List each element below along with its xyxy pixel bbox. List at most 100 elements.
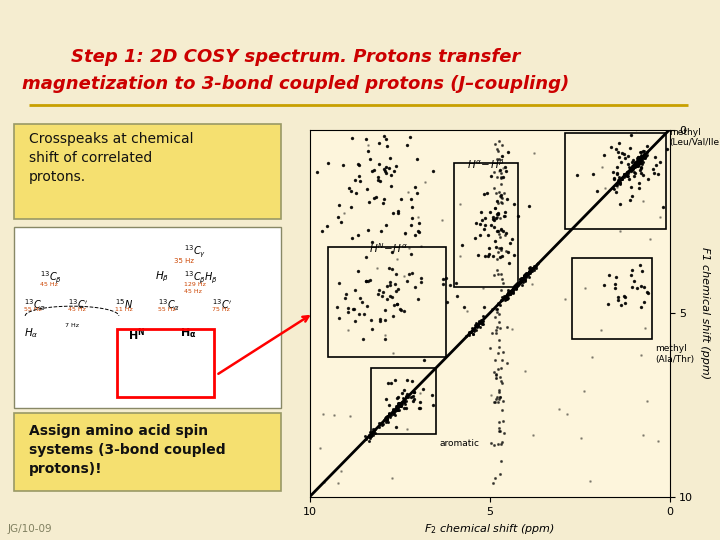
Point	[613, 176, 624, 185]
Point	[499, 163, 510, 171]
Point	[528, 262, 540, 271]
Bar	[117, 329, 214, 397]
Point	[487, 252, 499, 260]
Point	[493, 230, 505, 238]
Point	[620, 171, 631, 179]
Point	[636, 152, 647, 160]
Point	[360, 276, 372, 285]
Point	[483, 244, 495, 252]
Point	[487, 215, 498, 224]
Point	[469, 234, 481, 243]
Point	[499, 208, 510, 217]
Point	[478, 225, 490, 233]
Point	[380, 163, 392, 172]
Point	[383, 164, 395, 173]
Point	[618, 293, 630, 301]
Point	[511, 281, 523, 289]
Point	[616, 175, 628, 184]
Point	[359, 310, 370, 319]
Point	[418, 356, 430, 364]
Point	[392, 206, 404, 215]
Point	[499, 211, 510, 220]
Point	[506, 325, 518, 333]
Point	[492, 226, 503, 235]
Point	[495, 376, 507, 385]
Point	[510, 281, 522, 290]
Point	[490, 214, 502, 222]
Point	[437, 280, 449, 288]
Point	[553, 404, 564, 413]
Point	[499, 292, 510, 301]
Text: $H^\alpha\!-\!H^\beta$: $H^\alpha\!-\!H^\beta$	[467, 157, 505, 171]
Text: 55 Hz: 55 Hz	[24, 307, 42, 312]
Point	[611, 181, 623, 190]
Point	[379, 195, 390, 204]
Point	[625, 131, 636, 139]
Point	[626, 165, 637, 173]
Point	[387, 404, 398, 413]
Point	[598, 281, 610, 289]
Point	[398, 394, 410, 403]
Point	[603, 271, 615, 279]
Point	[495, 224, 507, 233]
Point	[488, 368, 500, 377]
Point	[637, 171, 649, 179]
Point	[611, 273, 622, 282]
Point	[464, 328, 475, 337]
Point	[611, 170, 623, 179]
Point	[352, 160, 364, 168]
Point	[637, 158, 649, 166]
Text: aromatic: aromatic	[439, 439, 480, 448]
Point	[390, 270, 402, 279]
Point	[356, 298, 368, 307]
Point	[497, 164, 508, 173]
Point	[488, 271, 500, 279]
Point	[523, 267, 534, 276]
Point	[415, 388, 426, 397]
Point	[491, 307, 503, 316]
Point	[636, 168, 647, 177]
Point	[648, 168, 660, 177]
Point	[519, 367, 531, 375]
Point	[518, 274, 529, 283]
Point	[500, 247, 512, 255]
Y-axis label: F1 chemical shift (ppm): F1 chemical shift (ppm)	[700, 247, 710, 379]
Point	[510, 284, 522, 292]
Point	[485, 171, 497, 180]
Point	[373, 286, 384, 294]
Point	[369, 426, 380, 435]
Point	[603, 300, 614, 308]
Point	[378, 165, 390, 173]
Point	[490, 398, 501, 407]
Point	[410, 154, 422, 163]
Point	[497, 279, 508, 288]
Point	[523, 267, 535, 276]
Point	[480, 252, 491, 261]
Point	[389, 407, 400, 415]
Text: 55 Hz: 55 Hz	[158, 307, 176, 312]
Point	[636, 154, 647, 163]
Point	[625, 167, 636, 176]
Point	[362, 226, 374, 234]
Point	[622, 169, 634, 178]
Point	[613, 293, 624, 302]
Bar	[572, 258, 652, 339]
Point	[338, 294, 350, 302]
Point	[473, 316, 485, 325]
Point	[508, 286, 519, 295]
Point	[504, 287, 516, 296]
Point	[626, 166, 638, 175]
Point	[346, 203, 357, 212]
Point	[506, 287, 518, 296]
Point	[398, 396, 410, 405]
Point	[336, 467, 347, 475]
Point	[428, 400, 439, 409]
Point	[490, 474, 501, 483]
Point	[409, 231, 420, 239]
Point	[381, 414, 392, 422]
Text: methyl
(Ala/Thr): methyl (Ala/Thr)	[655, 345, 694, 364]
Point	[591, 187, 603, 195]
Point	[398, 397, 410, 406]
Point	[490, 326, 502, 335]
Point	[631, 158, 642, 167]
